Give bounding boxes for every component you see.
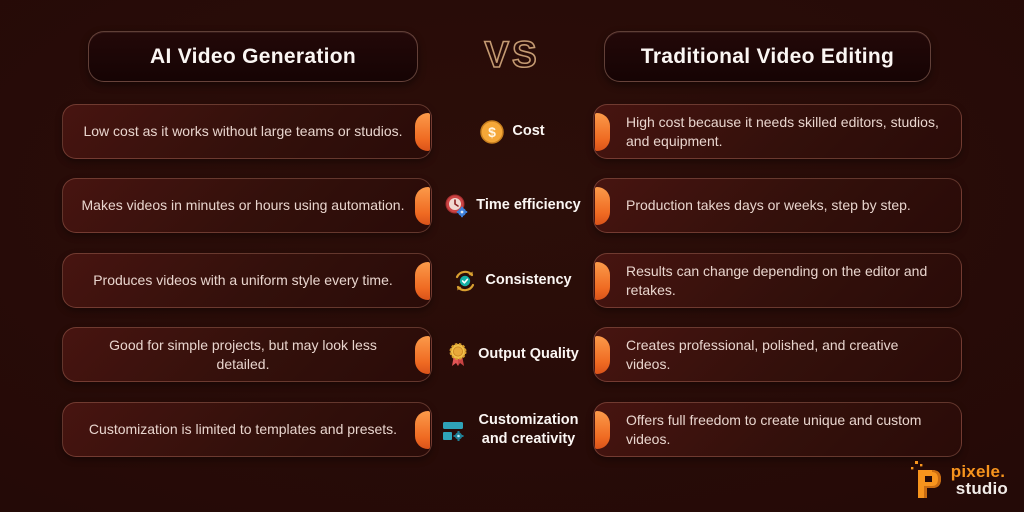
ai-card-consistency-text: Produces videos with a uniform style eve… bbox=[93, 272, 393, 289]
ai-card-consistency: Produces videos with a uniform style eve… bbox=[62, 253, 432, 308]
brand-suffix: studio bbox=[955, 479, 1008, 498]
orange-tab bbox=[415, 112, 430, 151]
orange-tab bbox=[595, 112, 610, 151]
vs-label: VS bbox=[484, 33, 540, 76]
traditional-card-cost: High cost because it needs skilled edito… bbox=[593, 104, 962, 159]
category-label: Cost bbox=[512, 123, 545, 140]
right-column-title: Traditional Video Editing bbox=[640, 44, 895, 68]
right-column-header: Traditional Video Editing bbox=[604, 31, 931, 82]
ai-card-quality-text: Good for simple projects, but may look l… bbox=[109, 336, 377, 372]
traditional-card-consistency-text: Results can change depending on the edit… bbox=[626, 262, 928, 298]
traditional-card-quality: Creates professional, polished, and crea… bbox=[593, 327, 962, 382]
category-label: Time efficiency bbox=[476, 197, 581, 214]
orange-tab bbox=[595, 261, 610, 300]
traditional-card-quality-text: Creates professional, polished, and crea… bbox=[626, 336, 899, 372]
orange-tab bbox=[415, 410, 430, 449]
control-panel-gear-icon bbox=[442, 421, 463, 441]
traditional-card-consistency: Results can change depending on the edit… bbox=[593, 253, 962, 308]
ai-card-customization-text: Customization is limited to templates an… bbox=[88, 421, 398, 438]
orange-tab bbox=[595, 410, 610, 449]
brand-name: pixele. bbox=[950, 461, 1006, 481]
orange-tab bbox=[415, 186, 430, 225]
brand-logo-text: pixele. studio bbox=[950, 461, 1008, 498]
orange-tab bbox=[415, 261, 430, 300]
category-label: Customization and creativity bbox=[478, 412, 579, 447]
orange-tab bbox=[595, 335, 610, 374]
traditional-card-time-text: Production takes days or weeks, step by … bbox=[626, 197, 911, 214]
traditional-card-customization: Offers full freedom to create unique and… bbox=[593, 402, 962, 457]
svg-text:$: $ bbox=[488, 124, 496, 140]
left-column-header: AI Video Generation bbox=[88, 31, 418, 82]
traditional-card-time: Production takes days or weeks, step by … bbox=[593, 178, 962, 233]
category-label: Consistency bbox=[485, 272, 572, 289]
dollar-coin-icon: $ bbox=[480, 119, 505, 144]
ai-card-cost: Low cost as it works without large teams… bbox=[62, 104, 432, 159]
ai-card-quality: Good for simple projects, but may look l… bbox=[62, 327, 432, 382]
ai-card-time: Makes videos in minutes or hours using a… bbox=[62, 178, 432, 233]
category-cost: $ Cost bbox=[430, 104, 594, 159]
orange-tab bbox=[595, 186, 610, 225]
clock-gear-icon bbox=[445, 194, 468, 217]
orange-tab bbox=[415, 335, 430, 374]
ai-card-time-text: Makes videos in minutes or hours using a… bbox=[81, 197, 405, 214]
category-output-quality: Output Quality bbox=[430, 327, 594, 382]
category-time-efficiency: Time efficiency bbox=[430, 178, 594, 233]
pixele-studio-logo-icon bbox=[910, 461, 941, 498]
category-label: Output Quality bbox=[478, 346, 579, 363]
cycle-check-icon bbox=[456, 270, 475, 291]
brand-logo: pixele. studio bbox=[908, 460, 1008, 500]
ai-card-customization: Customization is limited to templates an… bbox=[62, 402, 432, 457]
ai-card-cost-text: Low cost as it works without large teams… bbox=[83, 123, 403, 140]
left-column-title: AI Video Generation bbox=[149, 44, 357, 68]
traditional-card-cost-text: High cost because it needs skilled edito… bbox=[626, 113, 939, 149]
category-customization: Customization and creativity bbox=[430, 402, 594, 457]
traditional-card-customization-text: Offers full freedom to create unique and… bbox=[626, 411, 922, 447]
medal-rosette-icon bbox=[449, 342, 467, 366]
category-consistency: Consistency bbox=[430, 253, 594, 308]
